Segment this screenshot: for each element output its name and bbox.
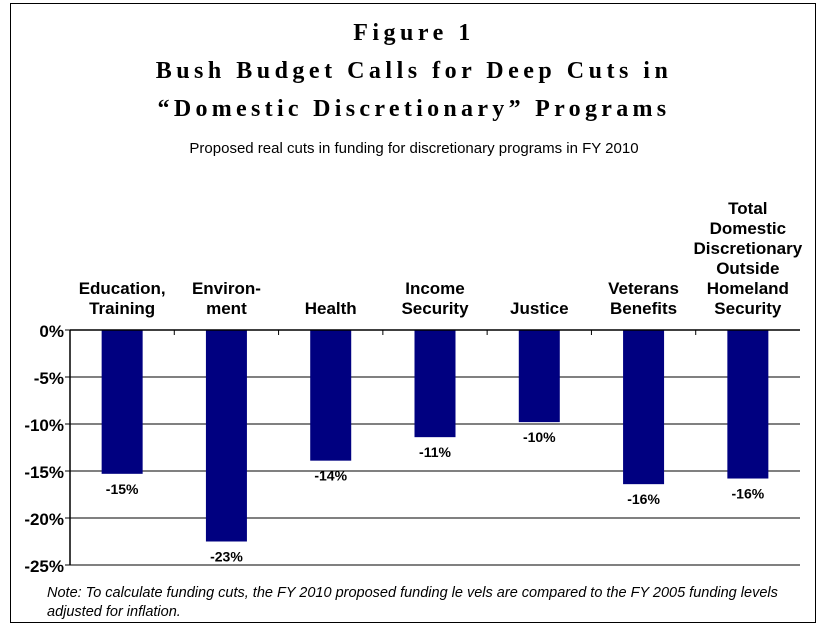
category-label-line: Domestic xyxy=(710,219,787,238)
category-label-line: Homeland xyxy=(707,279,789,298)
category-label-line: Income xyxy=(405,279,465,298)
bar xyxy=(310,330,351,461)
category-label: Education, Training xyxy=(79,279,166,318)
bar xyxy=(727,330,768,479)
category-label: Justice xyxy=(510,299,569,318)
data-label: -16% xyxy=(732,486,765,502)
category-label-line: Security xyxy=(714,299,782,318)
y-tick-label: -25% xyxy=(24,557,64,576)
y-tick-label: -15% xyxy=(24,463,64,482)
category-label-line: Environ- xyxy=(192,279,261,298)
y-tick-label: -20% xyxy=(24,510,64,529)
data-label: -16% xyxy=(627,491,660,507)
category-label-line: Security xyxy=(401,299,469,318)
category-label-line: Training xyxy=(89,299,155,318)
category-label-line: Health xyxy=(305,299,357,318)
category-label-line: Education, xyxy=(79,279,166,298)
category-label-line: Total xyxy=(728,199,767,218)
category-label-line: Outside xyxy=(716,259,779,278)
bar xyxy=(102,330,143,474)
data-label: -15% xyxy=(106,481,139,497)
data-label: -14% xyxy=(314,468,347,484)
footnote: Note: To calculate funding cuts, the FY … xyxy=(47,584,822,622)
bar xyxy=(623,330,664,484)
category-label: Health xyxy=(305,299,357,318)
y-tick-label: -10% xyxy=(24,416,64,435)
category-label-line: ment xyxy=(206,299,247,318)
category-label: Total Domestic Discretionary Outside Homelan… xyxy=(694,199,803,318)
category-label-line: Benefits xyxy=(610,299,677,318)
y-tick-label: -5% xyxy=(34,369,64,388)
category-label: Income Security xyxy=(401,279,469,318)
category-label: Environ-ment xyxy=(192,279,261,318)
data-label: -10% xyxy=(523,429,556,445)
category-label-line: Veterans xyxy=(608,279,679,298)
y-tick-label: 0% xyxy=(39,322,64,341)
data-label: -23% xyxy=(210,549,243,565)
bar xyxy=(415,330,456,437)
category-label-line: Discretionary xyxy=(694,239,803,258)
category-label-line: Justice xyxy=(510,299,569,318)
bar xyxy=(206,330,247,542)
data-label: -11% xyxy=(419,444,451,460)
category-label: Veterans Benefits xyxy=(608,279,679,318)
bar xyxy=(519,330,560,422)
